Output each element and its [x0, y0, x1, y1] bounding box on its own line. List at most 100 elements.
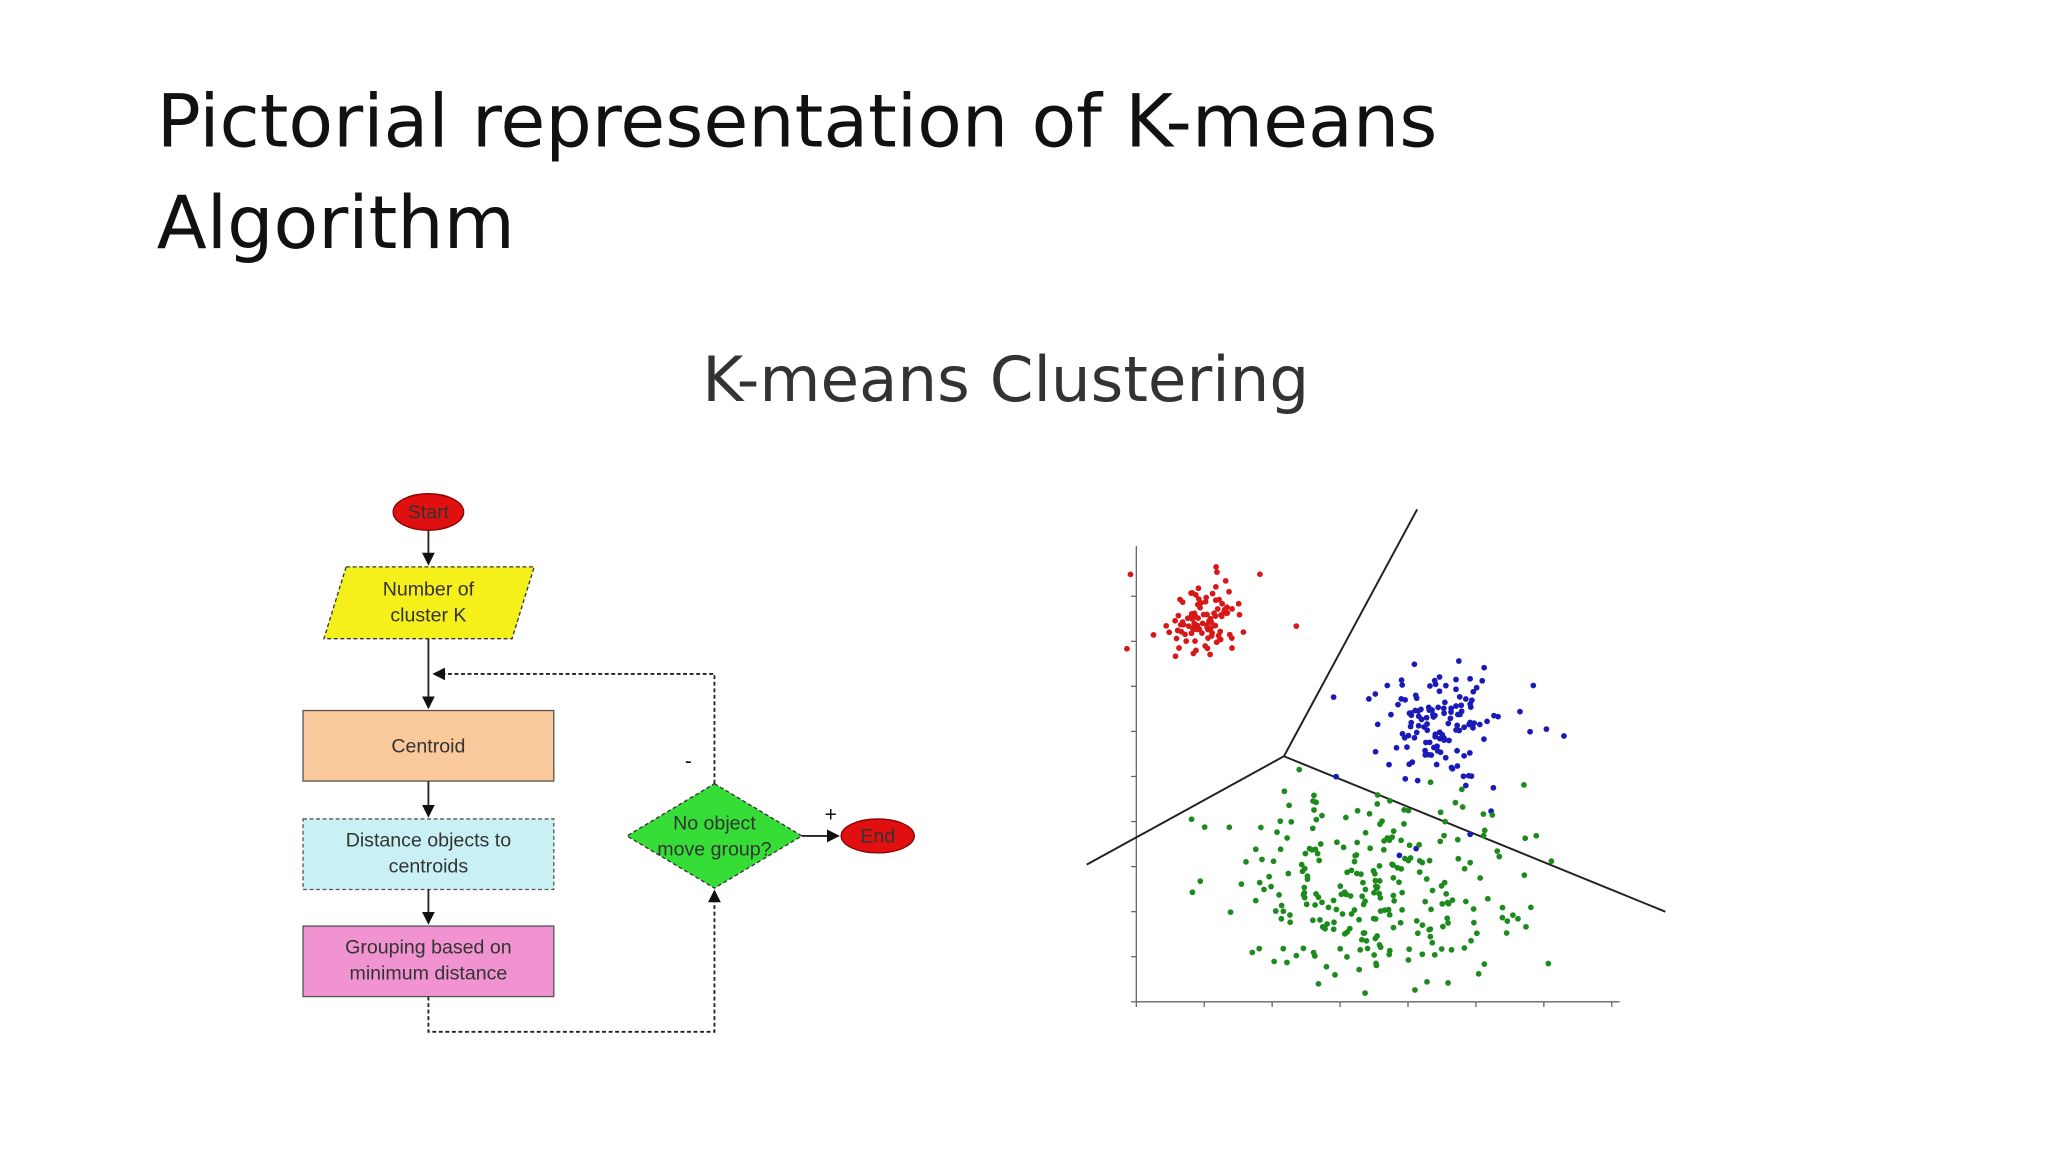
- point: [1204, 624, 1211, 631]
- point: [1435, 704, 1442, 711]
- point: [1315, 894, 1322, 901]
- point: [1434, 747, 1441, 754]
- point: [1423, 739, 1429, 746]
- point: [1448, 946, 1455, 953]
- point: [1412, 987, 1418, 993]
- point: [1212, 622, 1219, 629]
- point: [1528, 904, 1534, 911]
- point: [1386, 837, 1393, 844]
- point: [1431, 677, 1438, 684]
- point: [1427, 926, 1434, 933]
- point: [1456, 693, 1463, 700]
- node-label: Grouping based on: [345, 936, 512, 958]
- point: [1470, 724, 1476, 731]
- point: [1270, 858, 1277, 865]
- point: [1219, 600, 1226, 607]
- point: [1422, 898, 1429, 905]
- point: [1384, 682, 1391, 689]
- point: [1353, 870, 1360, 877]
- point: [1386, 951, 1393, 958]
- point: [1268, 883, 1274, 890]
- point: [1437, 809, 1444, 816]
- point: [1300, 945, 1307, 952]
- point: [1301, 865, 1308, 872]
- point: [1458, 786, 1465, 793]
- point: [1548, 858, 1555, 865]
- point: [1236, 611, 1243, 618]
- point: [1374, 721, 1381, 728]
- point: [1416, 841, 1422, 848]
- point: [1208, 633, 1215, 639]
- point: [1480, 832, 1487, 839]
- point: [1287, 912, 1293, 918]
- point: [1249, 949, 1256, 956]
- point: [1371, 952, 1378, 958]
- point: [1213, 564, 1219, 570]
- point: [1419, 922, 1426, 928]
- point: [1419, 951, 1426, 958]
- point: [1217, 636, 1223, 643]
- point: [1227, 909, 1234, 916]
- point: [1454, 747, 1460, 754]
- point: [1414, 930, 1421, 937]
- point: [1481, 736, 1487, 742]
- scatter-illustration: [1086, 508, 1666, 1008]
- point: [1461, 865, 1468, 872]
- point: [1373, 885, 1380, 892]
- edge-label: +: [825, 804, 837, 827]
- point: [1288, 818, 1295, 825]
- point: [1256, 945, 1263, 952]
- point: [1172, 653, 1179, 660]
- point: [1421, 724, 1427, 730]
- point: [1274, 829, 1280, 836]
- point: [1499, 904, 1506, 911]
- point: [1466, 750, 1473, 756]
- point: [1214, 606, 1221, 612]
- point: [1409, 759, 1416, 766]
- point: [1356, 966, 1363, 973]
- point: [1324, 921, 1331, 927]
- node-label: End: [860, 825, 895, 847]
- point: [1545, 960, 1552, 967]
- point: [1323, 963, 1330, 970]
- point: [1189, 625, 1196, 632]
- point: [1337, 945, 1344, 952]
- point: [1441, 832, 1447, 839]
- point: [1398, 837, 1404, 844]
- point: [1436, 729, 1443, 736]
- point: [1298, 861, 1305, 868]
- point: [1285, 870, 1292, 877]
- point: [1399, 907, 1405, 913]
- point: [1380, 846, 1387, 853]
- point: [1371, 889, 1377, 896]
- point: [1258, 824, 1264, 831]
- point: [1454, 711, 1461, 718]
- point: [1462, 898, 1469, 905]
- point: [1183, 638, 1190, 644]
- point: [1397, 919, 1404, 926]
- point: [1479, 677, 1486, 684]
- point: [1204, 611, 1210, 618]
- point: [1449, 897, 1456, 904]
- point: [1415, 722, 1422, 729]
- point: [1362, 829, 1369, 836]
- point: [1395, 701, 1401, 708]
- arrow: [432, 667, 716, 784]
- point: [1272, 908, 1279, 914]
- node-label: Distance objects to: [346, 829, 512, 851]
- point: [1441, 710, 1447, 717]
- point: [1401, 734, 1408, 741]
- point: [1226, 631, 1233, 638]
- point: [1212, 597, 1219, 604]
- node-label: move group?: [657, 839, 771, 861]
- point: [1331, 919, 1337, 926]
- point: [1432, 733, 1439, 740]
- point: [1338, 891, 1345, 898]
- point: [1309, 846, 1315, 853]
- point: [1453, 676, 1459, 683]
- point: [1448, 764, 1455, 771]
- point: [1436, 688, 1443, 695]
- point: [1209, 590, 1216, 597]
- point: [1460, 773, 1467, 780]
